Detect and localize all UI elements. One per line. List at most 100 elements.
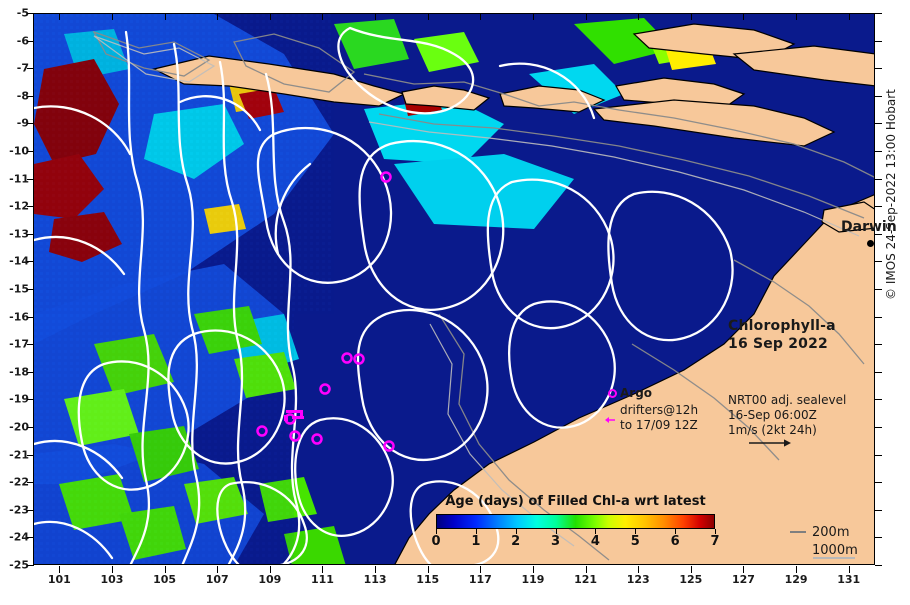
- map-raster-clip: [34, 14, 874, 564]
- x-axis-tick: [164, 566, 166, 573]
- x-axis-label: 127: [731, 573, 755, 586]
- y-axis-label: -20: [9, 420, 29, 434]
- x-axis-tick-top: [111, 13, 113, 20]
- y-axis-tick: [875, 344, 882, 346]
- y-axis-label: -21: [9, 448, 29, 462]
- y-axis-tick-left: [27, 123, 34, 125]
- y-axis-tick-left: [27, 565, 34, 566]
- map-title-line2: 16 Sep 2022: [728, 336, 828, 352]
- x-axis-label: 117: [468, 573, 492, 586]
- depth-contour-legend: 200m 1000m: [812, 524, 858, 560]
- x-axis-tick-top: [164, 13, 166, 20]
- colorbar-tick-label: 6: [670, 534, 680, 549]
- y-axis-tick-left: [27, 427, 34, 428]
- x-axis-tick: [585, 566, 587, 573]
- x-axis-tick: [743, 566, 745, 573]
- x-axis-tick-top: [322, 13, 324, 20]
- colorbar-tick-label: 0: [431, 534, 441, 549]
- y-axis-label: -22: [9, 475, 29, 489]
- darwin-city-label: Darwin: [841, 219, 897, 235]
- y-axis-tick: [875, 206, 882, 208]
- y-axis-tick: [875, 537, 882, 539]
- y-axis-tick: [875, 565, 882, 566]
- y-axis-tick-left: [27, 537, 34, 539]
- sealevel-legend-line1: NRT00 adj. sealevel: [728, 393, 847, 407]
- y-axis-tick: [875, 68, 882, 70]
- colorbar-tick: [475, 529, 477, 534]
- x-axis-tick-top: [375, 13, 377, 20]
- y-axis-label: -12: [9, 199, 29, 213]
- x-axis-label: 115: [416, 573, 440, 586]
- y-axis-tick-left: [27, 206, 34, 208]
- y-axis-label: -23: [9, 503, 29, 517]
- y-axis-tick-left: [27, 344, 34, 346]
- colorbar-tick: [515, 529, 517, 534]
- y-axis-label: -7: [16, 61, 29, 75]
- x-axis-tick: [59, 566, 61, 573]
- y-axis-tick: [875, 233, 882, 235]
- y-axis-label: -17: [9, 337, 29, 351]
- colorbar-gradient[interactable]: [436, 514, 715, 529]
- argo-legend-label: Argo: [620, 386, 653, 400]
- x-axis-tick: [322, 566, 324, 573]
- depth-200m-swatch: [790, 531, 806, 533]
- x-axis-tick-top: [848, 13, 850, 20]
- x-axis-tick-top: [217, 13, 219, 20]
- y-axis-tick-left: [27, 316, 34, 318]
- y-axis-label: -18: [9, 365, 29, 379]
- x-axis-tick: [111, 566, 113, 573]
- y-axis-label: -11: [9, 172, 29, 186]
- y-axis-tick-left: [27, 454, 34, 456]
- x-axis-tick: [217, 566, 219, 573]
- y-axis-tick-left: [27, 178, 34, 180]
- y-axis-tick-left: [27, 13, 34, 14]
- x-axis-tick: [690, 566, 692, 573]
- colorbar-title: Age (days) of Filled Chl-a wrt latest: [445, 494, 706, 509]
- y-axis-tick-left: [27, 40, 34, 42]
- colorbar-tick-label: 7: [710, 534, 720, 549]
- y-axis-tick: [875, 13, 882, 14]
- colorbar-tick-label: 5: [630, 534, 640, 549]
- y-axis-tick-left: [27, 95, 34, 97]
- x-axis-tick: [480, 566, 482, 573]
- bathymetry-200m-contours: [92, 30, 874, 561]
- y-axis-tick: [875, 95, 882, 97]
- y-axis-label: -8: [16, 89, 29, 103]
- y-axis-tick: [875, 123, 882, 125]
- y-axis-tick: [875, 40, 882, 42]
- x-axis-tick-top: [480, 13, 482, 20]
- y-axis-tick: [875, 454, 882, 456]
- y-axis-label: -16: [9, 310, 29, 324]
- y-axis-label: -5: [16, 6, 29, 20]
- y-axis-label: -19: [9, 392, 29, 406]
- x-axis-label: 111: [310, 573, 334, 586]
- map-title-line1: Chlorophyll-a: [728, 318, 836, 334]
- argo-legend-marker-icon: [608, 389, 617, 398]
- y-axis-tick: [875, 178, 882, 180]
- x-axis-tick-top: [638, 13, 640, 20]
- y-axis-tick: [875, 151, 882, 152]
- x-axis-label: 113: [363, 573, 387, 586]
- x-axis-label: 131: [837, 573, 861, 586]
- depth-legend-1000m: 1000m: [812, 543, 858, 558]
- colorbar[interactable]: Age (days) of Filled Chl-a wrt latest 0 1…: [403, 494, 748, 556]
- sealevel-legend-block: NRT00 adj. sealevel 16-Sep 06:00Z 1m/s (…: [728, 393, 846, 438]
- colorbar-tick-label: 4: [590, 534, 600, 549]
- y-axis-tick: [875, 427, 882, 428]
- x-axis-label: 121: [574, 573, 598, 586]
- x-axis-tick-top: [796, 13, 798, 20]
- sealevel-contours: [34, 26, 734, 564]
- y-axis-label: -14: [9, 254, 29, 268]
- map-plot-area[interactable]: [33, 13, 875, 565]
- x-axis-label: 107: [205, 573, 229, 586]
- x-axis-label: 105: [153, 573, 177, 586]
- x-axis-label: 101: [47, 573, 71, 586]
- velocity-scale-arrow-icon: [749, 439, 791, 447]
- y-axis-label: -6: [16, 34, 29, 48]
- x-axis-tick-top: [427, 13, 429, 20]
- colorbar-tick-label: 2: [511, 534, 521, 549]
- y-axis-tick: [875, 289, 882, 290]
- y-axis-tick-left: [27, 233, 34, 235]
- sealevel-legend-line3: 1m/s (2kt 24h): [728, 423, 817, 437]
